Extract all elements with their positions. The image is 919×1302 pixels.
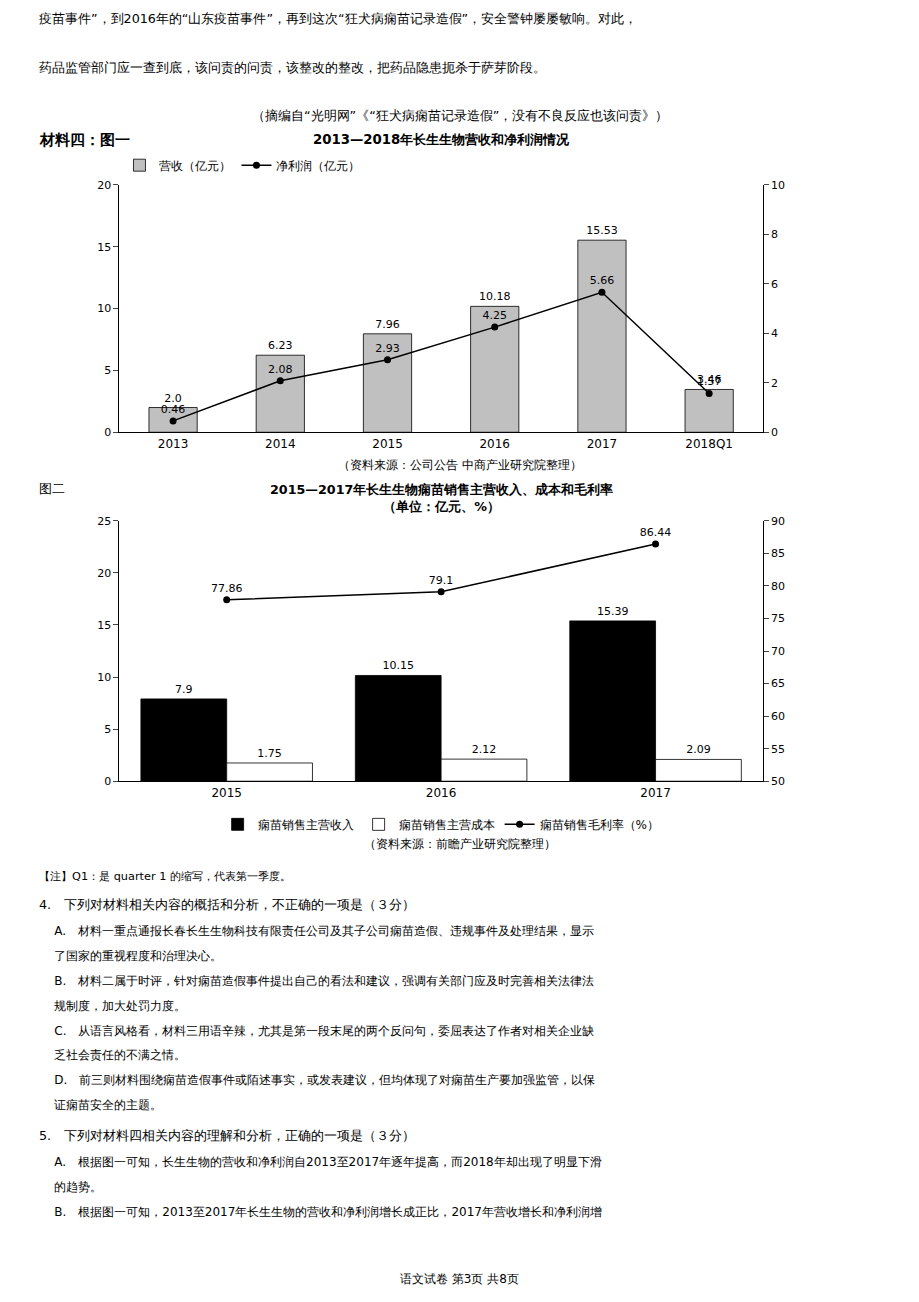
svg-text:痫苗销售主营收入: 痫苗销售主营收入 bbox=[258, 818, 354, 832]
svg-text:20: 20 bbox=[97, 567, 111, 580]
svg-text:B. 材料二属于时评，针对痫苗造假事件提出自己的看法和建议，: B. 材料二属于时评，针对痫苗造假事件提出自己的看法和建议，强调有关部门应及时完… bbox=[39, 974, 594, 988]
svg-text:2015: 2015 bbox=[372, 437, 403, 451]
svg-text:10: 10 bbox=[97, 671, 111, 684]
svg-text:0: 0 bbox=[104, 775, 111, 788]
svg-text:3.46: 3.46 bbox=[697, 373, 722, 386]
svg-text:6.23: 6.23 bbox=[268, 339, 293, 352]
svg-text:A. 材料一重点通报长春长生生物科技有限责任公司及其子公司痫: A. 材料一重点通报长春长生生物科技有限责任公司及其子公司痫苗造假、违规事件及处… bbox=[39, 924, 594, 938]
svg-text:60: 60 bbox=[771, 710, 785, 723]
svg-text:77.86: 77.86 bbox=[211, 582, 243, 595]
svg-text:2015: 2015 bbox=[211, 786, 242, 800]
svg-text:15: 15 bbox=[97, 241, 111, 254]
svg-text:了国家的重视程度和治理决心。: 了国家的重视程度和治理决心。 bbox=[39, 949, 222, 963]
svg-text:证痫苗安全的主题。: 证痫苗安全的主题。 bbox=[39, 1098, 162, 1112]
svg-text:4.25: 4.25 bbox=[482, 309, 507, 322]
svg-text:1.75: 1.75 bbox=[257, 747, 282, 760]
svg-text:2.0: 2.0 bbox=[164, 392, 182, 405]
svg-text:10.18: 10.18 bbox=[479, 290, 511, 303]
svg-text:2017: 2017 bbox=[640, 786, 671, 800]
svg-text:10: 10 bbox=[97, 302, 111, 315]
svg-text:疫苗事件”，到2016年的“山东疫苗事件”，再到这次“狂犬病: 疫苗事件”，到2016年的“山东疫苗事件”，再到这次“狂犬病痫苗记录造假”，安全… bbox=[39, 11, 637, 26]
svg-text:2.09: 2.09 bbox=[686, 743, 711, 756]
svg-text:痫苗销售毛利率（%）: 痫苗销售毛利率（%） bbox=[540, 818, 659, 832]
svg-text:2013—2018年长生生物营收和净利润情况: 2013—2018年长生生物营收和净利润情况 bbox=[313, 132, 570, 147]
svg-text:D. 前三则材料围绕痫苗造假事件或陌述事实，或发表建议，但均: D. 前三则材料围绕痫苗造假事件或陌述事实，或发表建议，但均体现了对痫苗生产要加… bbox=[39, 1073, 595, 1087]
svg-text:C. 从语言风格看，材料三用语辛辣，尤其是第一段末尾的两个反: C. 从语言风格看，材料三用语辛辣，尤其是第一段末尾的两个反问句，委屈表达了作者… bbox=[39, 1024, 594, 1038]
svg-text:90: 90 bbox=[771, 515, 785, 528]
svg-text:10.15: 10.15 bbox=[382, 659, 414, 672]
svg-text:79.1: 79.1 bbox=[429, 574, 454, 587]
svg-text:70: 70 bbox=[771, 645, 785, 658]
svg-text:（摘编自“光明网”《“狂犬病痫苗记录造假”，没有不良反应也该: （摘编自“光明网”《“狂犬病痫苗记录造假”，没有不良反应也该问责》） bbox=[252, 108, 668, 123]
svg-text:15.39: 15.39 bbox=[597, 605, 629, 618]
svg-text:55: 55 bbox=[771, 743, 785, 756]
svg-text:药品监管部门应一查到底，该问责的问责，该整改的整改，把药品隐: 药品监管部门应一查到底，该问责的问责，该整改的整改，把药品隐患扼杀于萨芽阶段。 bbox=[39, 60, 546, 75]
svg-text:【注】Q1：是 quarter 1 的缩写，代表第一季度。: 【注】Q1：是 quarter 1 的缩写，代表第一季度。 bbox=[39, 870, 291, 883]
svg-text:乏社会责任的不满之情。: 乏社会责任的不满之情。 bbox=[39, 1048, 186, 1062]
svg-text:80: 80 bbox=[771, 580, 785, 593]
svg-text:2014: 2014 bbox=[265, 437, 296, 451]
svg-text:净利润（亿元）: 净利润（亿元） bbox=[276, 159, 360, 173]
svg-text:2.12: 2.12 bbox=[472, 743, 497, 756]
svg-text:75: 75 bbox=[771, 612, 785, 625]
svg-text:2016: 2016 bbox=[479, 437, 510, 451]
svg-text:15.53: 15.53 bbox=[586, 224, 618, 237]
svg-text:4. 下列对材料相关内容的概括和分析，不正确的一项是（３分）: 4. 下列对材料相关内容的概括和分析，不正确的一项是（３分） bbox=[39, 897, 415, 912]
svg-text:6: 6 bbox=[771, 278, 778, 291]
svg-text:2.08: 2.08 bbox=[268, 363, 293, 376]
svg-text:0: 0 bbox=[104, 426, 111, 439]
svg-text:2013: 2013 bbox=[158, 437, 189, 451]
svg-text:86.44: 86.44 bbox=[640, 526, 672, 539]
svg-text:（资料来源：前瞻产业研究院整理）: （资料来源：前瞻产业研究院整理） bbox=[364, 837, 556, 851]
svg-text:5. 下列对材料四相关内容的理解和分析，正确的一项是（３分）: 5. 下列对材料四相关内容的理解和分析，正确的一项是（３分） bbox=[39, 1128, 415, 1143]
svg-text:A. 根据图一可知，长生生物的营收和净利润自2013至201: A. 根据图一可知，长生生物的营收和净利润自2013至2017年逐年提高，而20… bbox=[39, 1155, 602, 1169]
svg-text:语文试卷 第3页 共8页: 语文试卷 第3页 共8页 bbox=[400, 1272, 519, 1286]
svg-text:（资料来源：公司公告 中商产业研究院整理）: （资料来源：公司公告 中商产业研究院整理） bbox=[338, 458, 582, 472]
svg-text:图二: 图二 bbox=[39, 481, 65, 496]
svg-text:5.66: 5.66 bbox=[590, 274, 615, 287]
svg-text:0.46: 0.46 bbox=[161, 403, 186, 416]
svg-text:B. 根据图一可知，2013至2017年长生生物的营收和净利: B. 根据图一可知，2013至2017年长生生物的营收和净利润增长成正比，201… bbox=[39, 1205, 602, 1219]
svg-text:0: 0 bbox=[771, 426, 778, 439]
svg-text:2.93: 2.93 bbox=[375, 342, 400, 355]
svg-text:65: 65 bbox=[771, 677, 785, 690]
svg-text:2015—2017年长生生物痫苗销售主营收入、成本和毛利率（: 2015—2017年长生生物痫苗销售主营收入、成本和毛利率（单位：亿元、%） bbox=[270, 482, 613, 514]
svg-text:7.9: 7.9 bbox=[175, 683, 193, 696]
svg-text:10: 10 bbox=[771, 179, 785, 192]
svg-text:7.96: 7.96 bbox=[375, 318, 400, 331]
svg-text:15: 15 bbox=[97, 619, 111, 632]
svg-text:2: 2 bbox=[771, 377, 778, 390]
svg-text:4: 4 bbox=[771, 327, 778, 340]
svg-text:50: 50 bbox=[771, 775, 785, 788]
svg-text:8: 8 bbox=[771, 228, 778, 241]
svg-text:2016: 2016 bbox=[426, 786, 457, 800]
svg-text:5: 5 bbox=[104, 364, 111, 377]
svg-text:的趋势。: 的趋势。 bbox=[39, 1180, 102, 1194]
svg-text:2018Q1: 2018Q1 bbox=[685, 437, 733, 451]
svg-text:5: 5 bbox=[104, 723, 111, 736]
svg-text:85: 85 bbox=[771, 547, 785, 560]
svg-text:1.57: 1.57 bbox=[697, 375, 722, 388]
svg-text:营收（亿元）: 营收（亿元） bbox=[159, 159, 231, 173]
svg-text:2017: 2017 bbox=[587, 437, 618, 451]
svg-text:20: 20 bbox=[97, 179, 111, 192]
svg-text:25: 25 bbox=[97, 515, 111, 528]
svg-text:规制度，加大处罚力度。: 规制度，加大处罚力度。 bbox=[39, 999, 186, 1013]
svg-text:材料四：图一: 材料四：图一 bbox=[39, 131, 130, 148]
svg-text:痫苗销售主营成本: 痫苗销售主营成本 bbox=[399, 818, 495, 832]
